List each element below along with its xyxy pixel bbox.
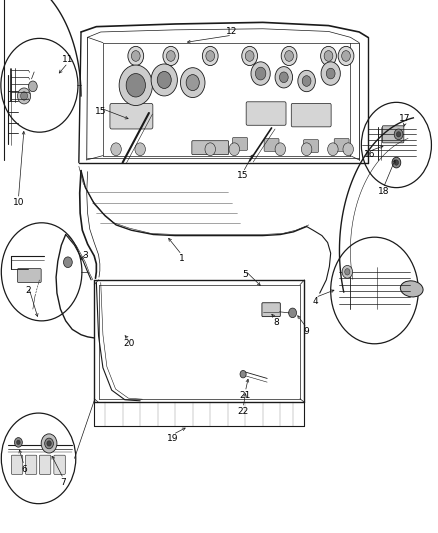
- Circle shape: [205, 143, 215, 156]
- Circle shape: [245, 51, 254, 61]
- FancyBboxPatch shape: [192, 141, 229, 155]
- FancyBboxPatch shape: [25, 455, 37, 474]
- Circle shape: [361, 102, 431, 188]
- Text: 17: 17: [399, 114, 411, 123]
- Circle shape: [180, 68, 205, 98]
- Text: 6: 6: [21, 465, 27, 473]
- Text: 20: 20: [124, 340, 135, 348]
- Circle shape: [285, 51, 293, 61]
- Circle shape: [157, 71, 171, 88]
- Circle shape: [41, 434, 57, 453]
- Text: 9: 9: [304, 327, 310, 336]
- FancyBboxPatch shape: [262, 303, 280, 317]
- FancyBboxPatch shape: [39, 455, 51, 474]
- Circle shape: [229, 143, 240, 156]
- FancyBboxPatch shape: [233, 138, 247, 150]
- Text: 1: 1: [179, 254, 185, 263]
- Circle shape: [202, 46, 218, 66]
- Circle shape: [324, 51, 333, 61]
- Text: 19: 19: [167, 434, 179, 442]
- Text: 10: 10: [13, 198, 24, 207]
- Text: 5: 5: [242, 270, 248, 279]
- Text: 11: 11: [62, 55, 74, 64]
- Text: 15: 15: [237, 172, 249, 180]
- FancyBboxPatch shape: [291, 103, 331, 127]
- Circle shape: [342, 265, 353, 278]
- Circle shape: [321, 46, 336, 66]
- Text: 22: 22: [237, 407, 249, 416]
- Text: 16: 16: [364, 150, 376, 159]
- Text: 7: 7: [60, 478, 67, 487]
- Circle shape: [392, 157, 401, 168]
- Circle shape: [302, 76, 311, 86]
- Circle shape: [342, 51, 350, 61]
- Text: 4: 4: [313, 297, 318, 305]
- Circle shape: [289, 308, 297, 318]
- Circle shape: [396, 132, 401, 137]
- Ellipse shape: [400, 281, 423, 297]
- Circle shape: [47, 441, 51, 446]
- Circle shape: [1, 413, 76, 504]
- Circle shape: [131, 51, 140, 61]
- Text: 2: 2: [26, 286, 31, 295]
- Circle shape: [1, 38, 78, 132]
- FancyBboxPatch shape: [382, 126, 404, 143]
- FancyBboxPatch shape: [54, 455, 65, 474]
- Circle shape: [275, 67, 293, 88]
- Circle shape: [126, 74, 145, 97]
- Circle shape: [166, 51, 175, 61]
- FancyBboxPatch shape: [246, 102, 286, 125]
- FancyBboxPatch shape: [334, 139, 349, 151]
- Circle shape: [1, 223, 82, 321]
- Circle shape: [255, 67, 266, 80]
- Circle shape: [251, 62, 270, 85]
- Circle shape: [186, 75, 199, 91]
- Circle shape: [328, 143, 338, 156]
- Circle shape: [301, 143, 312, 156]
- Circle shape: [279, 72, 288, 83]
- Text: 8: 8: [273, 318, 279, 327]
- FancyBboxPatch shape: [11, 455, 23, 474]
- Circle shape: [326, 68, 335, 79]
- Circle shape: [331, 237, 418, 344]
- Circle shape: [151, 64, 177, 96]
- FancyBboxPatch shape: [304, 140, 318, 152]
- Circle shape: [135, 143, 145, 156]
- Text: 18: 18: [378, 188, 389, 196]
- Circle shape: [321, 62, 340, 85]
- Text: 21: 21: [240, 391, 251, 400]
- Circle shape: [21, 92, 28, 100]
- Circle shape: [242, 46, 258, 66]
- FancyBboxPatch shape: [18, 269, 41, 282]
- Circle shape: [394, 129, 403, 140]
- Circle shape: [240, 370, 246, 378]
- Circle shape: [128, 46, 144, 66]
- Circle shape: [64, 257, 72, 268]
- Circle shape: [275, 143, 286, 156]
- Text: 12: 12: [226, 28, 238, 36]
- Circle shape: [18, 88, 31, 104]
- Circle shape: [14, 438, 22, 447]
- Circle shape: [338, 46, 354, 66]
- Circle shape: [345, 269, 350, 275]
- Circle shape: [298, 70, 315, 92]
- Circle shape: [394, 160, 399, 165]
- Circle shape: [343, 143, 353, 156]
- Text: 15: 15: [95, 108, 106, 116]
- Circle shape: [206, 51, 215, 61]
- Circle shape: [45, 438, 53, 449]
- FancyBboxPatch shape: [110, 103, 153, 129]
- Circle shape: [17, 440, 20, 445]
- Circle shape: [111, 143, 121, 156]
- Circle shape: [119, 65, 152, 106]
- Circle shape: [28, 81, 37, 92]
- Circle shape: [281, 46, 297, 66]
- FancyBboxPatch shape: [264, 139, 279, 151]
- Text: 3: 3: [82, 252, 88, 260]
- Circle shape: [163, 46, 179, 66]
